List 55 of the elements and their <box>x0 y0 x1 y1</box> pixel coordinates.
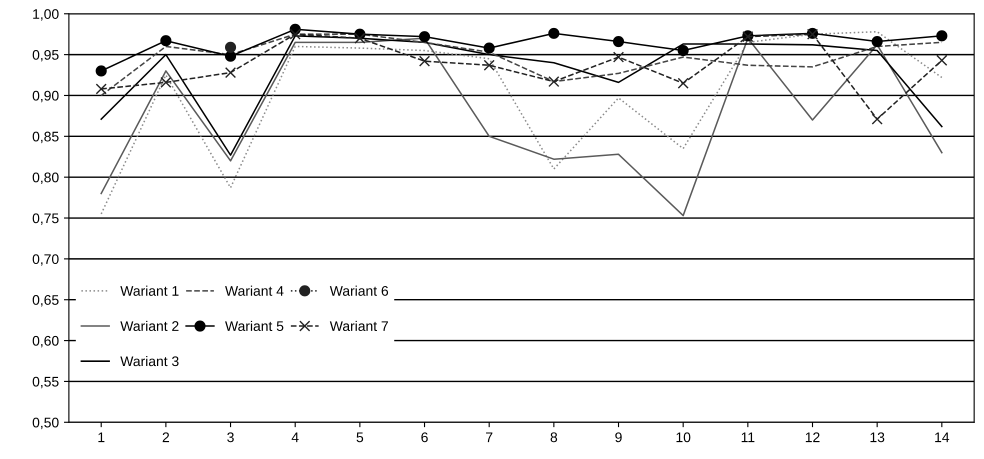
x-tick-label: 8 <box>550 432 558 442</box>
y-tick-label: 0,90 <box>32 90 59 102</box>
point <box>936 54 948 66</box>
x-tick-label: 10 <box>676 432 690 442</box>
point <box>224 42 236 53</box>
legend-label: Wariant 5 <box>225 320 284 332</box>
x-tick-label: 12 <box>806 432 820 442</box>
y-tick-label: 0,60 <box>32 336 59 348</box>
legend-label: Wariant 2 <box>120 320 178 332</box>
y-tick-label: 1,00 <box>33 9 59 21</box>
point <box>224 67 236 78</box>
y-tick-label: 0,55 <box>32 376 59 388</box>
point <box>872 36 883 48</box>
point <box>548 76 560 88</box>
x-tick-label: 14 <box>935 432 950 442</box>
x-tick-label: 11 <box>742 432 754 442</box>
y-tick-label: 0,85 <box>32 132 59 144</box>
x-tick-label: 4 <box>292 432 299 442</box>
x-tick-label: 13 <box>870 432 884 442</box>
y-tick-label: 0,70 <box>32 254 59 266</box>
legend-label: Wariant 3 <box>120 356 179 366</box>
y-tick-label: 0,80 <box>32 172 59 184</box>
legend-label: Wariant 6 <box>330 286 388 296</box>
y-tick-label: 0,95 <box>32 50 59 62</box>
point <box>484 60 495 71</box>
point <box>872 114 883 125</box>
point <box>612 52 624 63</box>
x-tick-label: 3 <box>227 432 234 442</box>
point <box>224 50 236 62</box>
y-tick-label: 0,50 <box>32 418 59 430</box>
point <box>160 76 172 88</box>
x-tick-label: 2 <box>162 432 170 442</box>
point <box>418 56 430 67</box>
point <box>936 30 948 42</box>
point <box>548 28 560 39</box>
y-tick-label: 0,75 <box>32 213 59 225</box>
point <box>290 28 301 40</box>
point <box>418 31 430 42</box>
legend-label: Wariant 4 <box>225 286 284 296</box>
point <box>96 65 107 77</box>
y-tick-label: 0,65 <box>32 295 59 307</box>
x-tick-label: 1 <box>98 432 104 442</box>
point <box>160 35 172 46</box>
x-tick-label: 9 <box>615 432 622 442</box>
point <box>678 78 689 89</box>
point <box>354 32 366 44</box>
point <box>678 44 689 56</box>
point <box>612 36 624 48</box>
x-tick-label: 6 <box>421 432 428 442</box>
x-tick-label: 7 <box>486 432 492 442</box>
x-tick-label: 5 <box>356 432 364 442</box>
point <box>96 83 107 94</box>
legend-label: Wariant 7 <box>330 320 388 332</box>
legend-label: Wariant 1 <box>120 286 179 296</box>
point <box>484 42 495 54</box>
